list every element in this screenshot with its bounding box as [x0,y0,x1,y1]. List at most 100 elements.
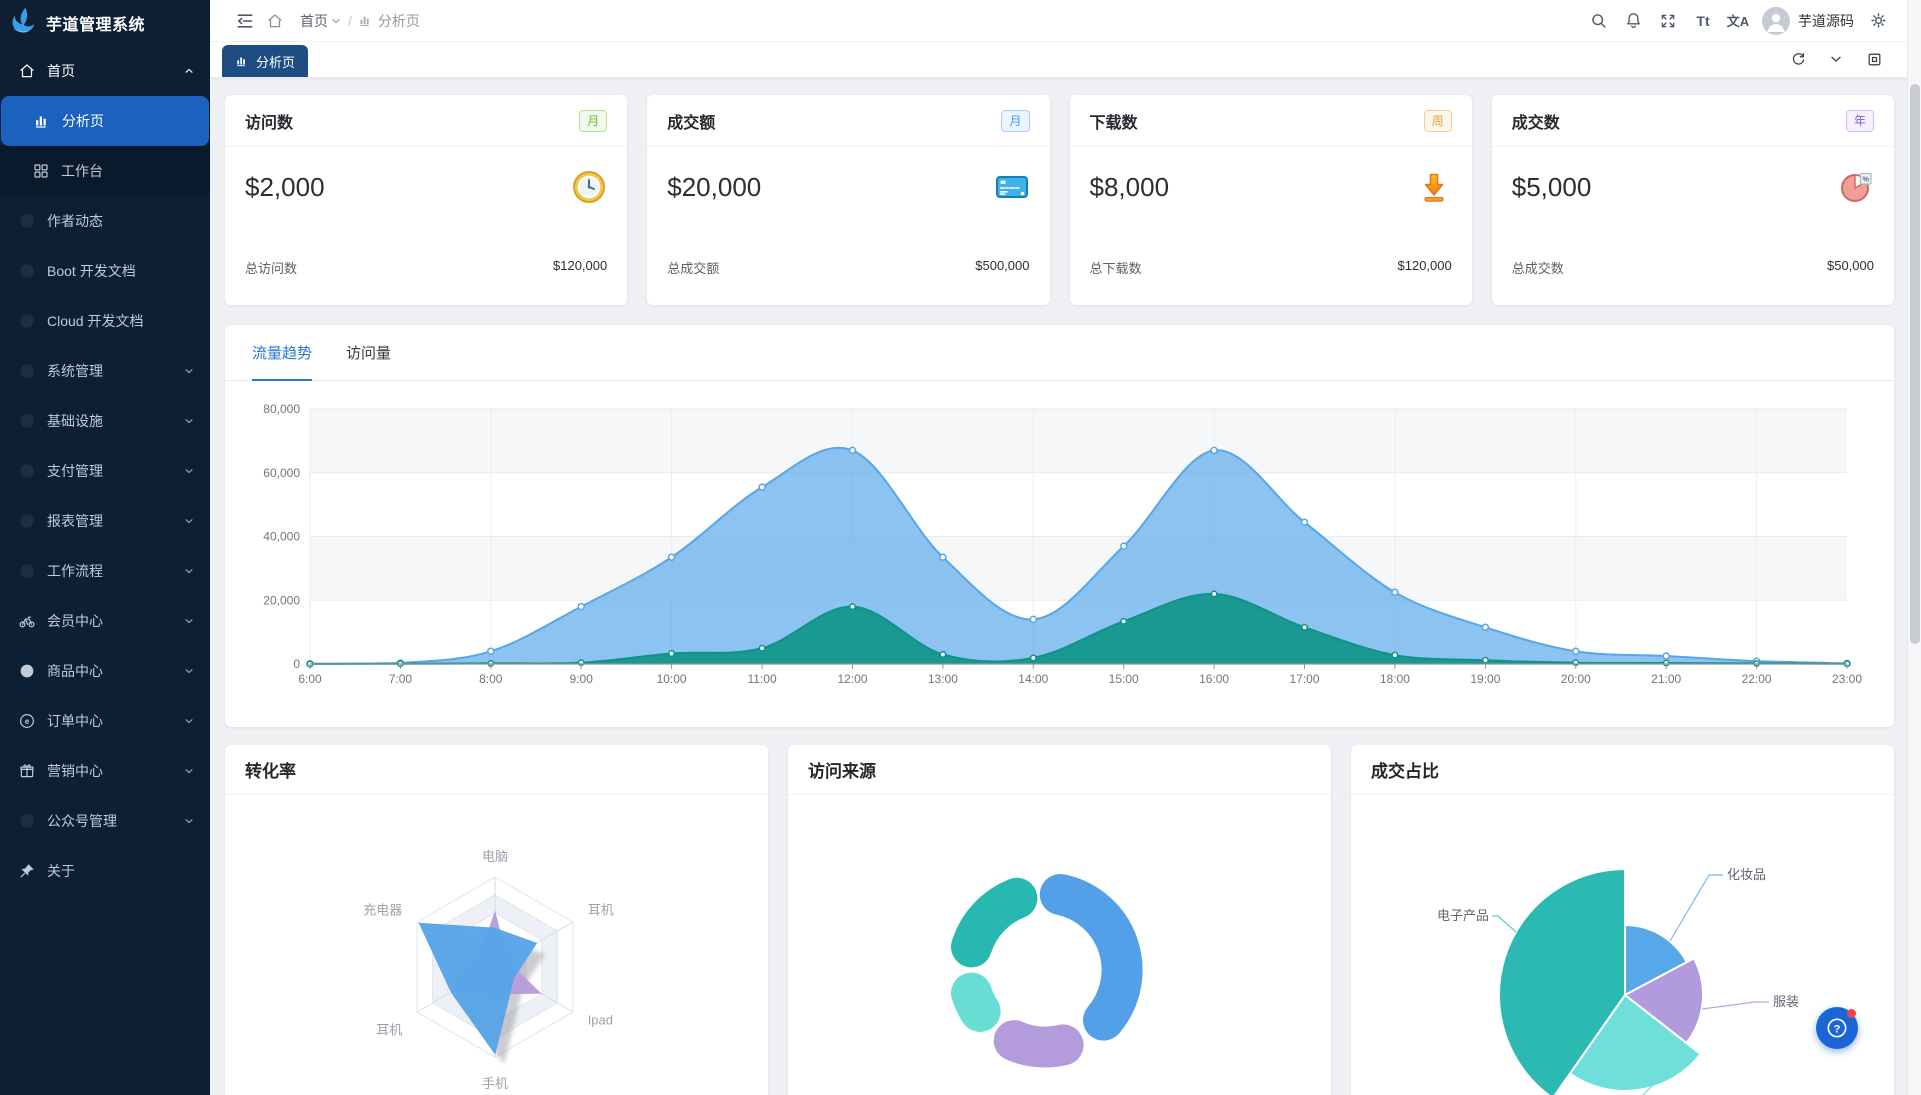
maximize-icon[interactable] [1859,44,1889,74]
sidebar-item-label: 订单中心 [47,713,103,729]
topbar-actions: Tt 文A 芋道源码 [1583,6,1893,36]
deal-share-card: 成交占比 化妆品 服装 电子产品 [1351,745,1894,1095]
order-icon: e [18,712,36,730]
svg-text:21:00: 21:00 [1651,672,1681,686]
breadcrumb: 首页 / 分析页 [300,11,420,31]
svg-text:80,000: 80,000 [263,402,300,416]
username: 芋道源码 [1798,12,1854,29]
trend-card: 流量趋势 访问量 6:00 7:00 8:00 9:00 10:00 11:00 12:00 1… [225,325,1894,727]
sidebar-item-15[interactable]: 公众号管理 [0,796,210,846]
sidebar-item-label: 基础设施 [47,413,103,429]
chevron-down-icon [183,665,195,677]
app-title: 芋道管理系统 [46,17,146,34]
sidebar-item-label: Boot 开发文档 [47,263,136,279]
sidebar-item-label: 关于 [47,863,75,879]
home-icon[interactable] [260,6,290,36]
stat-card-footer-value: $500,000 [975,258,1030,273]
stat-card-value: $5,000 [1511,171,1592,202]
stat-card-0: 访问数 月 $2,000 总访问数 $120,000 [225,95,628,305]
bicycle-icon [18,612,36,630]
sidebar-item-11[interactable]: 会员中心 [0,596,210,646]
chevron-down-icon [183,715,195,727]
chevron-down-icon[interactable] [1821,44,1851,74]
bell-icon[interactable] [1618,6,1648,36]
fullscreen-icon[interactable] [1653,6,1683,36]
svg-text:耳机: 耳机 [588,903,614,918]
chevron-down-icon [183,565,195,577]
pin-icon [18,862,36,880]
placeholder-icon [18,262,36,280]
help-fab[interactable]: ? [1816,1007,1858,1049]
svg-text:电脑: 电脑 [482,849,508,864]
svg-text:化妆品: 化妆品 [1727,867,1766,882]
period-badge[interactable]: 月 [1001,109,1030,132]
chevron-down-icon [332,18,340,23]
sidebar-item-8[interactable]: 支付管理 [0,446,210,496]
bar-chart-icon [360,16,369,26]
sidebar-item-label: 工作台 [61,163,103,179]
bottom-cards-row: 转化率 电脑 耳机 Ipad 手机 耳机 充电器 访问来源 成交占比 化妆品 服装 电子产品 [225,745,1894,1095]
traffic-trend-chart[interactable]: 6:00 7:00 8:00 9:00 10:00 11:00 12:00 13:00 14:0… [225,381,1894,727]
sidebar-item-4[interactable]: Boot 开发文档 [0,246,210,296]
breadcrumb-home[interactable]: 首页 [300,11,342,31]
tabbar: 分析页 [210,42,1907,78]
font-size-icon[interactable]: Tt [1696,12,1710,29]
tab-analysis[interactable]: 分析页 [222,45,309,77]
collapse-sidebar-icon[interactable] [230,6,260,36]
conversion-radar-chart[interactable]: 电脑 耳机 Ipad 手机 耳机 充电器 [225,795,768,1095]
sidebar-item-3[interactable]: 作者动态 [0,196,210,246]
sidebar-item-12[interactable]: P 商品中心 [0,646,210,696]
scrollbar-thumb[interactable] [1910,84,1920,644]
gear-icon[interactable] [1863,6,1893,36]
search-icon[interactable] [1583,6,1613,36]
period-badge[interactable]: 年 [1845,109,1874,132]
sidebar-item-2[interactable]: 工作台 [0,146,210,196]
period-badge[interactable]: 周 [1423,109,1452,132]
bar-chart-icon [33,112,51,130]
sidebar-item-5[interactable]: Cloud 开发文档 [0,296,210,346]
period-badge[interactable]: 月 [579,109,608,132]
stat-card-footer-label: 总下载数 [1089,261,1142,276]
svg-text:11:00: 11:00 [748,672,777,686]
stat-card-footer-label: 总成交额 [667,261,720,276]
card-title: 转化率 [225,745,768,795]
svg-text:15:00: 15:00 [1109,672,1139,686]
svg-text:P: P [24,667,30,676]
stat-card-title: 成交额 [667,114,716,132]
product-icon: P [18,662,36,680]
stat-card-1: 成交额 月 $20,000 总成交额 $500,000 [647,95,1050,305]
svg-text:手机: 手机 [482,1076,508,1091]
trend-tabs: 流量趋势 访问量 [225,325,1894,381]
deal-share-pie-chart[interactable]: 化妆品 服装 电子产品 [1351,795,1894,1095]
sidebar-item-1[interactable]: 分析页 [1,96,209,146]
sidebar-item-label: 支付管理 [47,463,103,479]
credit-card-icon [994,169,1030,205]
translate-icon[interactable]: 文A [1726,14,1750,29]
svg-text:16:00: 16:00 [1199,672,1229,686]
sidebar-item-10[interactable]: 工作流程 [0,546,210,596]
stat-card-3: 成交数 年 $5,000% 总成交数 $50,000 [1491,95,1894,305]
svg-text:?: ? [1834,1023,1841,1035]
sidebar-item-7[interactable]: 基础设施 [0,396,210,446]
stat-cards-row: 访问数 月 $2,000 总访问数 $120,000 成交额 月 $20,000 总成交额 $50… [225,95,1894,305]
chevron-down-icon [183,615,195,627]
page-scrollbar[interactable] [1907,0,1921,1095]
trend-tab-1[interactable]: 访问量 [346,345,392,362]
sidebar-item-16[interactable]: 关于 [0,846,210,896]
sidebar-item-9[interactable]: 报表管理 [0,496,210,546]
sidebar-item-14[interactable]: 营销中心 [0,746,210,796]
sidebar-item-0[interactable]: 首页 [0,46,210,96]
breadcrumb-current: 分析页 [358,11,420,31]
help-icon: ? [1827,1018,1847,1038]
user-menu[interactable]: 芋道源码 [1758,6,1858,35]
trend-tab-0[interactable]: 流量趋势 [252,325,313,381]
chevron-up-icon [183,65,195,77]
bar-chart-icon [237,57,245,67]
avatar [1762,6,1790,35]
sidebar-item-6[interactable]: 系统管理 [0,346,210,396]
refresh-icon[interactable] [1783,44,1813,74]
visit-source-donut-chart[interactable] [788,795,1331,1095]
app-logo[interactable]: 芋道管理系统 [0,0,210,46]
sidebar-item-13[interactable]: e 订单中心 [0,696,210,746]
chevron-down-icon [183,415,195,427]
